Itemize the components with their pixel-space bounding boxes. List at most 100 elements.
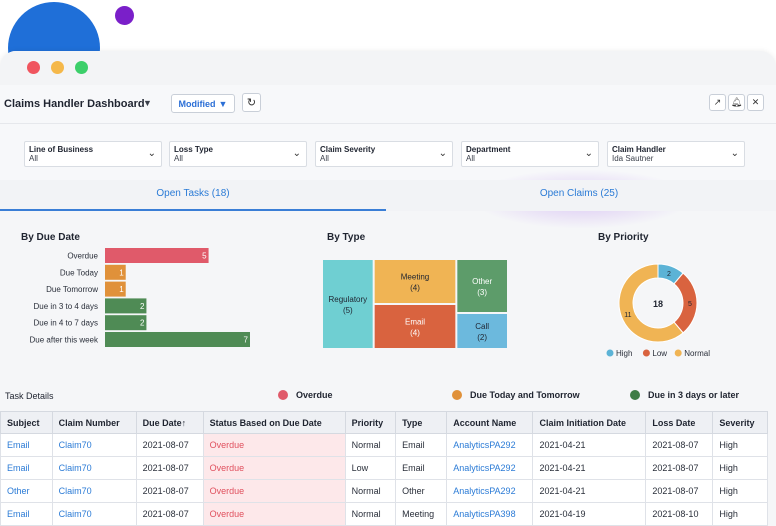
- claim-number-link[interactable]: Claim70: [51, 433, 137, 457]
- claim-initiation-date-cell: 2021-04-21: [532, 479, 647, 503]
- column-header[interactable]: Severity: [712, 411, 768, 434]
- bar-value-label: 7: [244, 336, 249, 345]
- tab-open-claims[interactable]: Open Claims (25): [539, 188, 619, 199]
- window-maximize-dot[interactable]: [75, 61, 88, 74]
- priority-cell: Normal: [344, 479, 397, 503]
- filter-claim-severity[interactable]: Claim Severity All ⌄: [315, 141, 453, 167]
- refresh-button[interactable]: ↻: [242, 93, 261, 112]
- donut-slice[interactable]: [618, 263, 684, 343]
- dashboard-header: Claims Handler Dashboard ▼ Modified ▼ ↻ …: [0, 85, 776, 123]
- column-header[interactable]: Priority: [344, 411, 397, 434]
- filter-line-of-business[interactable]: Line of Business All ⌄: [24, 141, 162, 167]
- legend-label: Overdue: [296, 390, 333, 400]
- bar[interactable]: [105, 298, 147, 314]
- legend-label: Normal: [684, 349, 710, 358]
- chevron-down-icon: ⌄: [147, 148, 156, 159]
- bar[interactable]: [105, 315, 147, 331]
- claim-number-link[interactable]: Claim70: [51, 479, 137, 503]
- column-header[interactable]: Claim Number: [51, 411, 137, 434]
- external-link-button[interactable]: ↗: [709, 94, 726, 111]
- table-row[interactable]: Email Claim70 2021-08-07 Overdue Normal …: [0, 502, 768, 526]
- filter-department[interactable]: Department All ⌄: [461, 141, 599, 167]
- column-header[interactable]: Status Based on Due Date: [202, 411, 346, 434]
- caret-down-icon[interactable]: ▼: [143, 98, 152, 108]
- app-window: Claims Handler Dashboard ▼ Modified ▼ ↻ …: [0, 51, 776, 526]
- chart-title-by-due-date: By Due Date: [21, 232, 80, 243]
- charts-area: By Due Date By Type By Priority Overdue 5…: [0, 211, 776, 361]
- bar-category-label: Due Today: [60, 268, 98, 277]
- column-header[interactable]: Type: [395, 411, 448, 434]
- severity-cell: High: [712, 433, 768, 457]
- bar-value-label: 1: [119, 268, 124, 277]
- treemap-tile[interactable]: [323, 260, 373, 348]
- bar[interactable]: [105, 264, 126, 280]
- bar[interactable]: [105, 248, 209, 263]
- refresh-icon: ↻: [246, 97, 257, 109]
- legend-marker: [674, 349, 682, 357]
- claim-number-link[interactable]: Claim70: [51, 456, 137, 480]
- treemap-tile[interactable]: [374, 305, 456, 348]
- account-name-link[interactable]: AnalyticsPA292: [446, 456, 534, 480]
- claim-initiation-date-cell: 2021-04-21: [532, 433, 647, 457]
- filter-claim-handler[interactable]: Claim Handler Ida Sautner ⌄: [607, 141, 745, 167]
- treemap-tile[interactable]: [457, 260, 507, 312]
- task-details-title: Task Details: [5, 391, 54, 401]
- treemap-tile-label: Regulatory: [328, 295, 367, 304]
- filter-bar: Line of Business All ⌄ Loss Type All ⌄ C…: [0, 123, 776, 180]
- table-row[interactable]: Other Claim70 2021-08-07 Overdue Normal …: [0, 479, 768, 503]
- chart-title-by-type: By Type: [327, 232, 366, 243]
- table-row[interactable]: Email Claim70 2021-08-07 Overdue Low Ema…: [0, 456, 768, 480]
- subject-link[interactable]: Email: [0, 502, 53, 526]
- type-cell: Email: [395, 456, 448, 480]
- severity-cell: High: [712, 502, 768, 526]
- donut-slice[interactable]: [673, 272, 698, 334]
- priority-cell: Low: [344, 456, 397, 480]
- tab-bar: Open Tasks (18) Open Claims (25): [0, 180, 776, 211]
- legend-label: High: [616, 349, 632, 358]
- claim-initiation-date-cell: 2021-04-19: [532, 502, 647, 526]
- subject-link[interactable]: Other: [0, 479, 53, 503]
- legend-dot-overdue: [278, 390, 288, 400]
- table-row[interactable]: Email Claim70 2021-08-07 Overdue Normal …: [0, 433, 768, 457]
- status-cell: Overdue: [202, 433, 346, 457]
- notifications-button[interactable]: 🔔︎: [728, 94, 745, 111]
- close-button[interactable]: ✕: [747, 94, 764, 111]
- column-header[interactable]: Loss Date: [645, 411, 714, 434]
- treemap-tile[interactable]: [374, 260, 456, 303]
- priority-donut-chart: 2 5 11 18 High Low Normal: [606, 263, 710, 358]
- subject-link[interactable]: Email: [0, 433, 53, 457]
- treemap-tile-value: (2): [477, 333, 487, 342]
- treemap-tile-label: Email: [405, 318, 425, 327]
- account-name-link[interactable]: AnalyticsPA292: [446, 479, 534, 503]
- bar-value-label: 2: [140, 302, 145, 311]
- window-close-dot[interactable]: [27, 61, 40, 74]
- legend-dot-later: [630, 390, 640, 400]
- table-header-row: Subject Claim Number Due Date↑ Status Ba…: [0, 411, 768, 434]
- account-name-link[interactable]: AnalyticsPA398: [446, 502, 534, 526]
- claim-initiation-date-cell: 2021-04-21: [532, 456, 647, 480]
- claim-number-link[interactable]: Claim70: [51, 502, 137, 526]
- modified-label: Modified: [178, 98, 216, 109]
- bar-category-label: Due in 3 to 4 days: [34, 302, 98, 311]
- donut-slice-value: 2: [667, 271, 671, 278]
- bar-value-label: 2: [140, 319, 145, 328]
- donut-slice-value: 5: [688, 301, 692, 308]
- bar-category-label: Due after this week: [30, 336, 99, 345]
- treemap-tile-value: (3): [477, 288, 487, 297]
- type-cell: Email: [395, 433, 448, 457]
- tab-open-tasks[interactable]: Open Tasks (18): [0, 180, 386, 211]
- column-header[interactable]: Claim Initiation Date: [532, 411, 647, 434]
- modified-dropdown-button[interactable]: Modified ▼: [171, 94, 235, 113]
- treemap-tile[interactable]: [457, 314, 507, 348]
- dashboard-title: Claims Handler Dashboard: [4, 98, 145, 110]
- column-header[interactable]: Due Date↑: [135, 411, 204, 434]
- filter-loss-type[interactable]: Loss Type All ⌄: [169, 141, 307, 167]
- subject-link[interactable]: Email: [0, 456, 53, 480]
- window-minimize-dot[interactable]: [51, 61, 64, 74]
- bar[interactable]: [105, 332, 250, 347]
- column-header[interactable]: Account Name: [446, 411, 534, 434]
- account-name-link[interactable]: AnalyticsPA292: [446, 433, 534, 457]
- column-header[interactable]: Subject: [0, 411, 53, 434]
- bar[interactable]: [105, 281, 126, 297]
- legend-today-tomorrow: Due Today and Tomorrow: [452, 390, 580, 400]
